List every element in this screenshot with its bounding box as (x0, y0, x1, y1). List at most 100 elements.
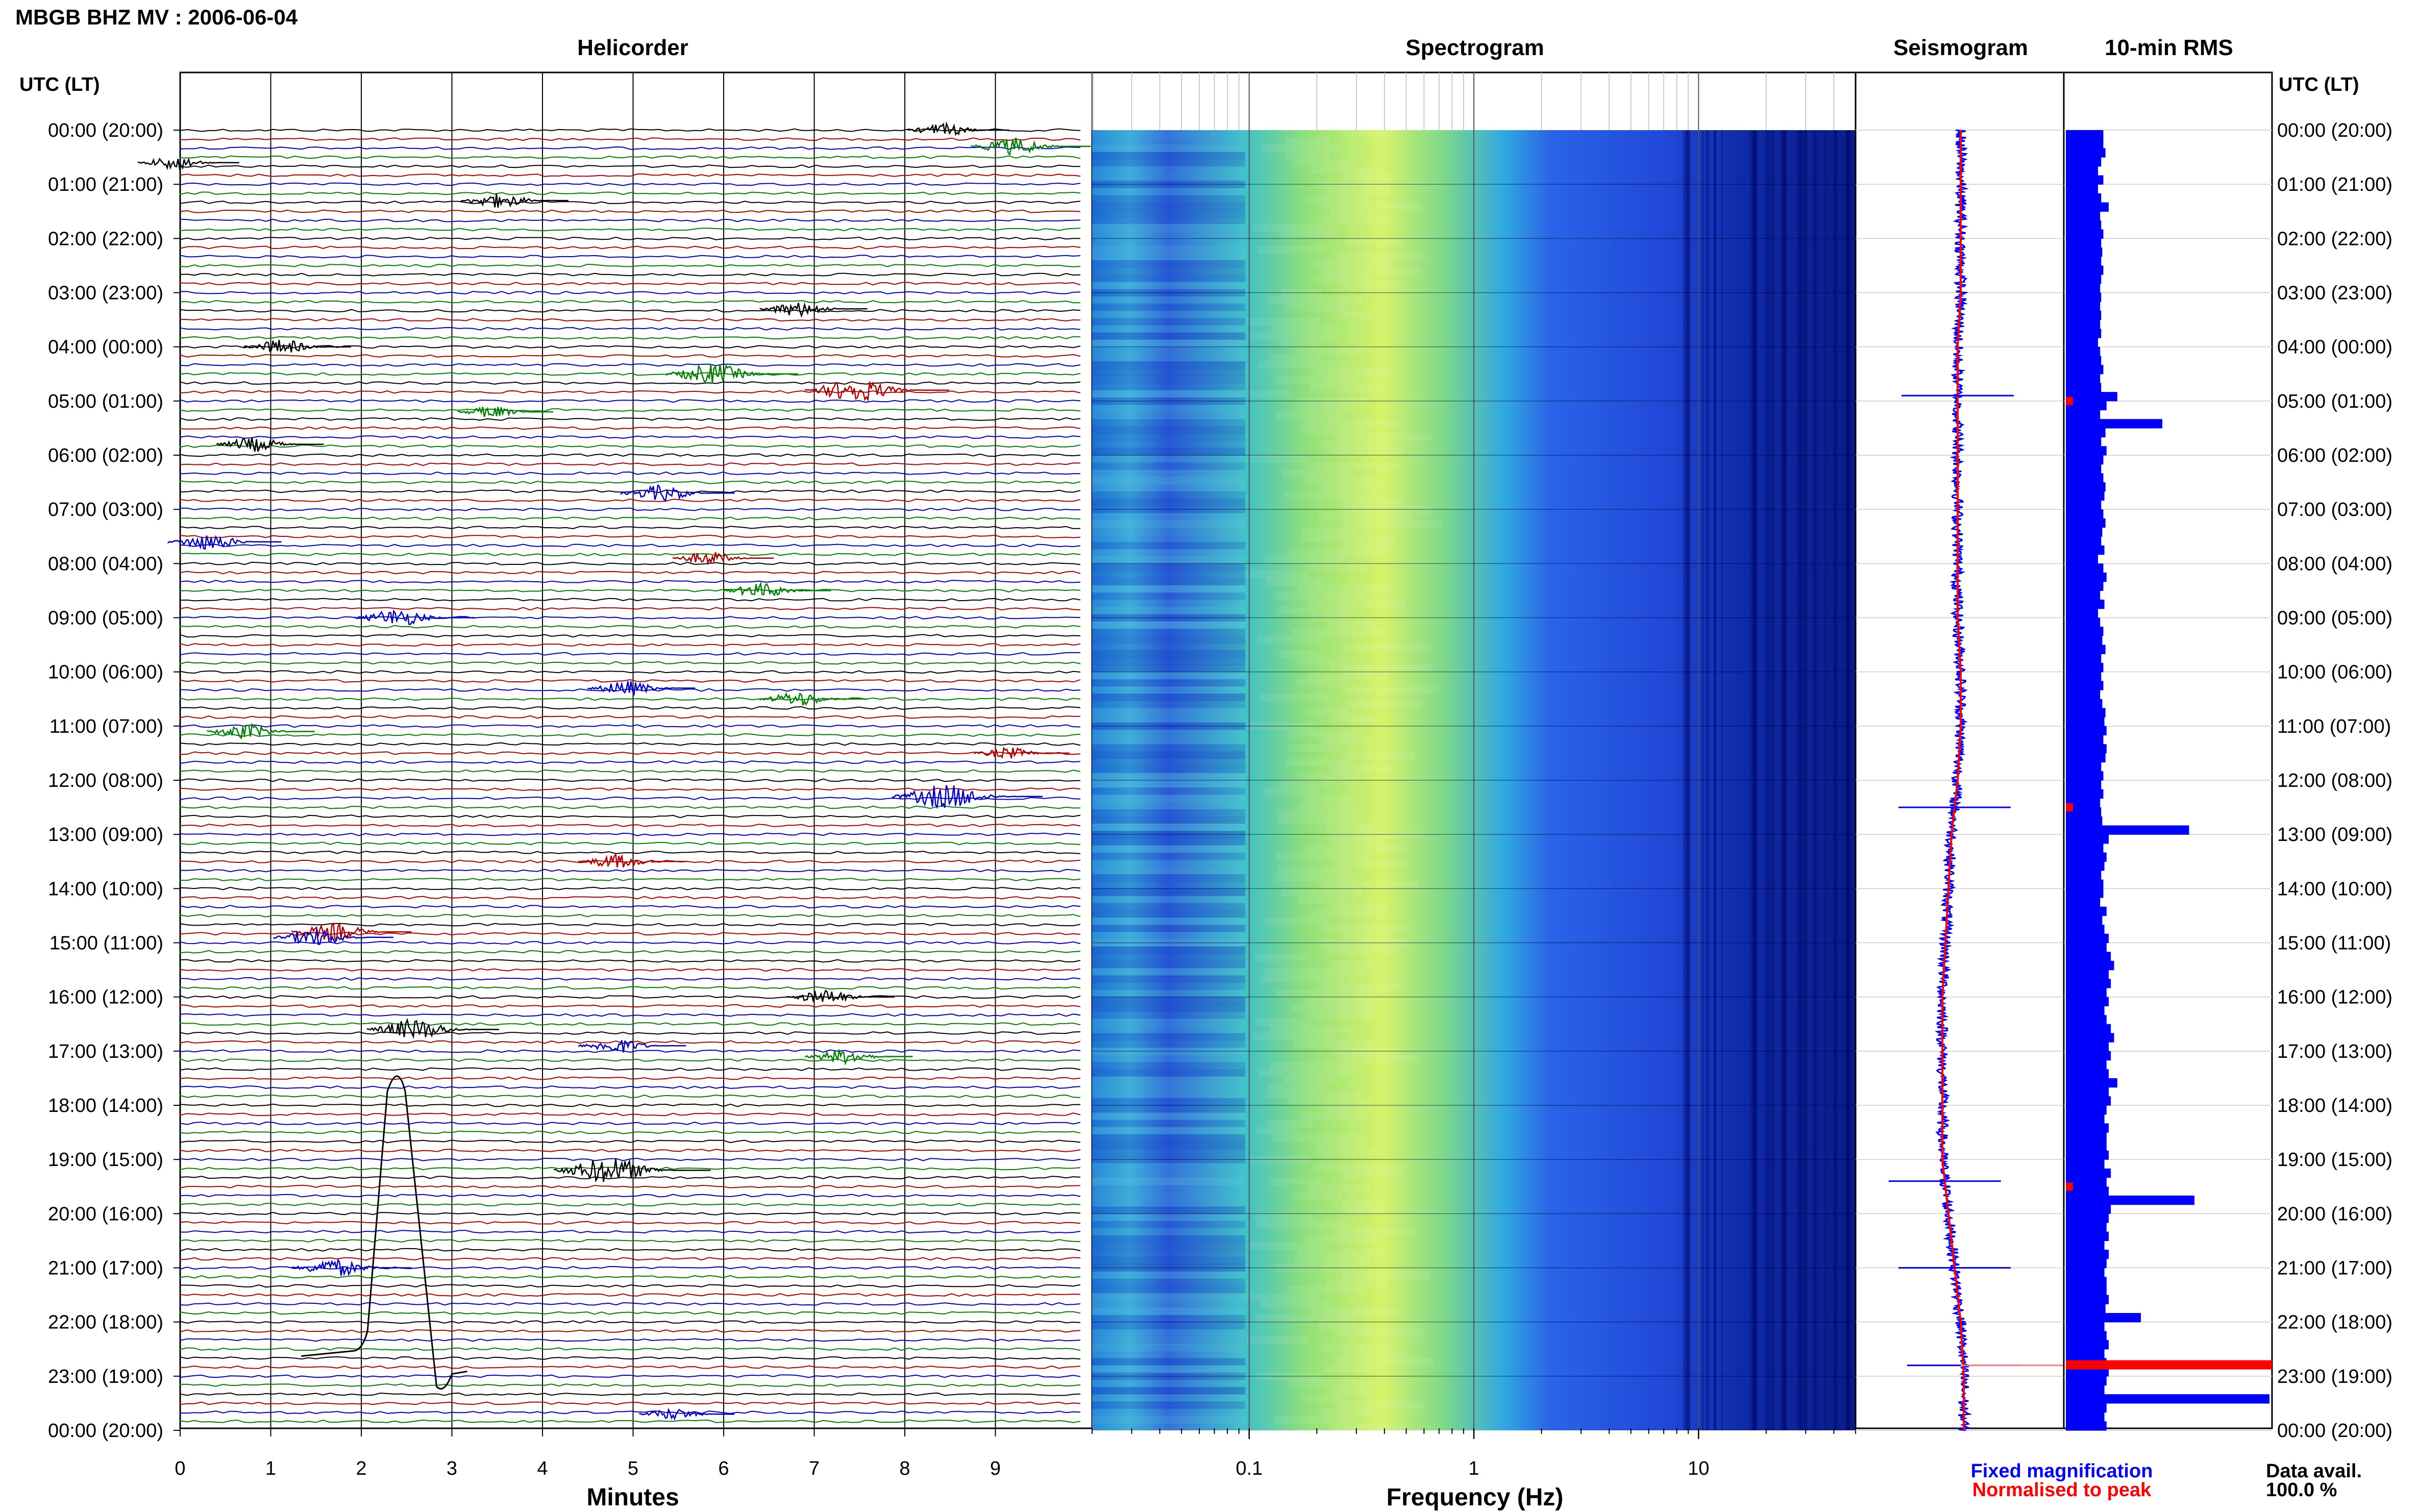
rms-bar (2066, 1042, 2109, 1052)
spectrogram-noise (1285, 491, 1379, 499)
helicorder-trace (180, 571, 1081, 575)
spectrogram-row-band (1092, 1076, 1245, 1084)
spectrogram-row-band (1092, 722, 1245, 730)
helicorder-trace (180, 1302, 1081, 1306)
spectrogram-noise (1287, 1098, 1369, 1106)
helicorder-event (672, 552, 774, 566)
helicorder-trace (180, 553, 1081, 557)
spectrogram-noise (1268, 1083, 1327, 1092)
time-label-right: 11:00 (07:00) (2277, 716, 2391, 737)
spectrogram-noise (1269, 1177, 1321, 1185)
helicorder-trace (180, 1031, 1081, 1035)
helicorder-trace (180, 290, 1081, 295)
spectrogram-row-band (1092, 838, 1245, 846)
helicorder-trace (180, 787, 1081, 791)
spectrogram-noise (1260, 693, 1331, 701)
helicorder-trace (180, 435, 1081, 439)
spectrogram-row-band (1092, 600, 1245, 607)
rms-bar (2066, 1394, 2269, 1404)
helicorder-title: Helicorder (577, 35, 688, 60)
spectrogram-stripe (1683, 130, 1688, 1430)
rms-bar (2066, 581, 2104, 591)
spectrogram-noise (1300, 1112, 1365, 1120)
time-label-left: 09:00 (05:00) (48, 608, 163, 629)
rms-bar (2066, 1349, 2105, 1359)
spectrogram-row-band (1092, 1344, 1245, 1351)
spectrogram-noise (1313, 1163, 1404, 1171)
helicorder-trace (180, 841, 1081, 846)
helicorder-trace (180, 1401, 1081, 1405)
spectrogram-row-band (1092, 866, 1245, 875)
helicorder-event (578, 1040, 686, 1053)
helicorder-trace (180, 940, 1081, 945)
spectrogram-noise (1335, 1358, 1434, 1366)
helicorder-trace (180, 697, 1081, 701)
helicorder-trace (180, 1176, 1081, 1180)
spectrogram-row-band (1092, 181, 1245, 188)
helicorder-event (460, 193, 569, 208)
helicorder-trace (180, 390, 1081, 394)
spectrogram-row-band (1092, 918, 1245, 925)
rms-bar (2066, 1403, 2107, 1413)
spectrogram-noise (1308, 1184, 1371, 1193)
rms-bar (2066, 455, 2104, 465)
seismogram-normalised-trace (1941, 130, 1965, 1430)
rms-bar (2066, 879, 2104, 889)
spectrogram-row-band (1092, 404, 1245, 412)
rms-bar (2066, 437, 2102, 447)
time-label-right: 17:00 (13:00) (2277, 1041, 2392, 1062)
rms-bar (2066, 229, 2104, 239)
helicorder-trace (180, 878, 1081, 882)
spectrogram-noise (1265, 556, 1344, 564)
spectrogram-row-band (1092, 657, 1245, 665)
spectrogram-row-band (1092, 715, 1245, 723)
spectrogram-row-band (1092, 383, 1245, 391)
spectrogram-row-band (1092, 549, 1245, 557)
helicorder-trace (180, 913, 1081, 918)
spectrogram-row-band (1092, 1278, 1245, 1286)
spectrogram-noise (1271, 325, 1339, 333)
spectrogram-row-band (1092, 975, 1245, 983)
rms-bar (2066, 663, 2104, 673)
helicorder-event (974, 746, 1070, 759)
rms-bar (2066, 401, 2107, 411)
helicorder-traces (180, 128, 1081, 1423)
spectrogram-noise (1330, 209, 1379, 217)
spectrogram-noise (1329, 838, 1385, 846)
helicorder-trace (180, 1058, 1081, 1062)
rms-bar (2066, 1331, 2107, 1341)
spectrogram-row-band (1092, 1365, 1245, 1373)
spectrogram-row-band (1092, 188, 1245, 195)
spectrogram-noise (1246, 1336, 1309, 1344)
spectrogram-row-band (1092, 1336, 1245, 1344)
time-label-left: 16:00 (12:00) (48, 987, 163, 1008)
rms-bar (2066, 491, 2105, 501)
spectrogram-row-band (1092, 245, 1245, 254)
helicorder-trace (180, 1293, 1081, 1297)
spectrogram-row-band (1092, 1408, 1245, 1417)
rms-bar (2066, 933, 2109, 944)
spectrogram-noise (1321, 737, 1372, 745)
rms-bar (2066, 1250, 2109, 1259)
time-label-right: 19:00 (15:00) (2277, 1149, 2392, 1171)
helicorder-event (804, 381, 949, 402)
time-label-left: 05:00 (01:00) (48, 391, 163, 412)
spectrogram-row-band (1092, 267, 1245, 275)
spectrogram-row-band (1092, 1322, 1245, 1330)
rms-bar (2066, 283, 2101, 293)
spectrogram-row-band (1092, 1250, 1245, 1257)
rms-bar (2066, 1213, 2109, 1223)
spectrogram-row-band (1092, 303, 1245, 311)
spectrogram-noise (1300, 1394, 1344, 1402)
rms-bar (2066, 1150, 2109, 1160)
rms-bar (2066, 979, 2111, 988)
spectrogram-noise (1309, 383, 1385, 391)
spectrogram-stripe (1805, 130, 1807, 1430)
helicorder-trace (180, 977, 1081, 981)
spectrogram-row-band (1092, 506, 1245, 513)
spectrogram-noise (1326, 1278, 1387, 1286)
spectrogram-row-band (1092, 831, 1245, 838)
spectrogram-row-band (1092, 368, 1245, 376)
spectrogram-noise (1303, 795, 1354, 802)
helicorder-trace (180, 588, 1081, 592)
